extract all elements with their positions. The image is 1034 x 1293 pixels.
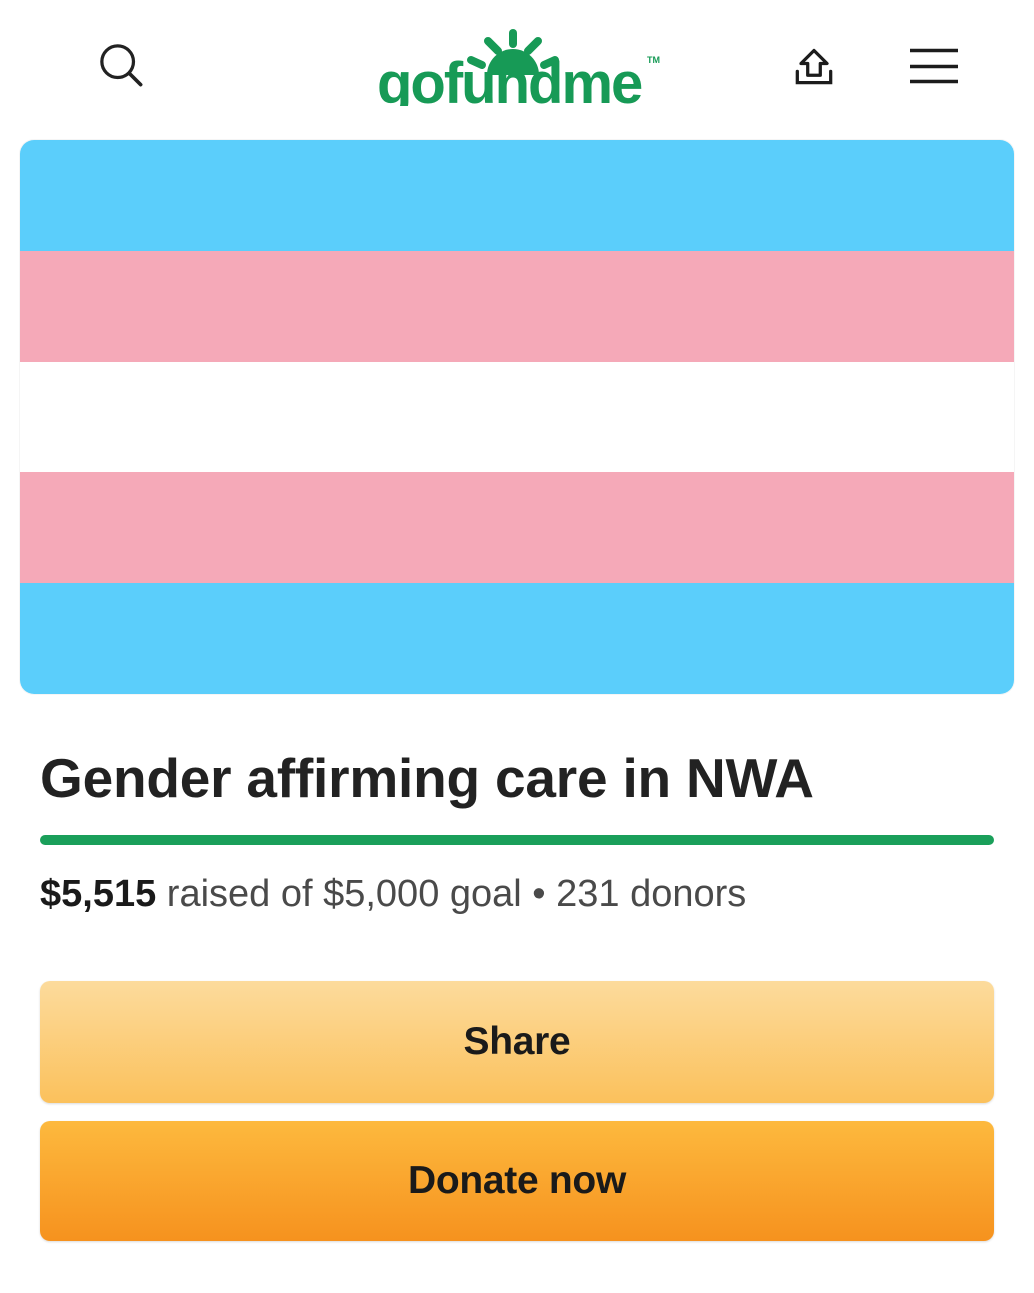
svg-text:gofundme: gofundme — [379, 51, 642, 106]
svg-text:TM: TM — [647, 55, 660, 65]
